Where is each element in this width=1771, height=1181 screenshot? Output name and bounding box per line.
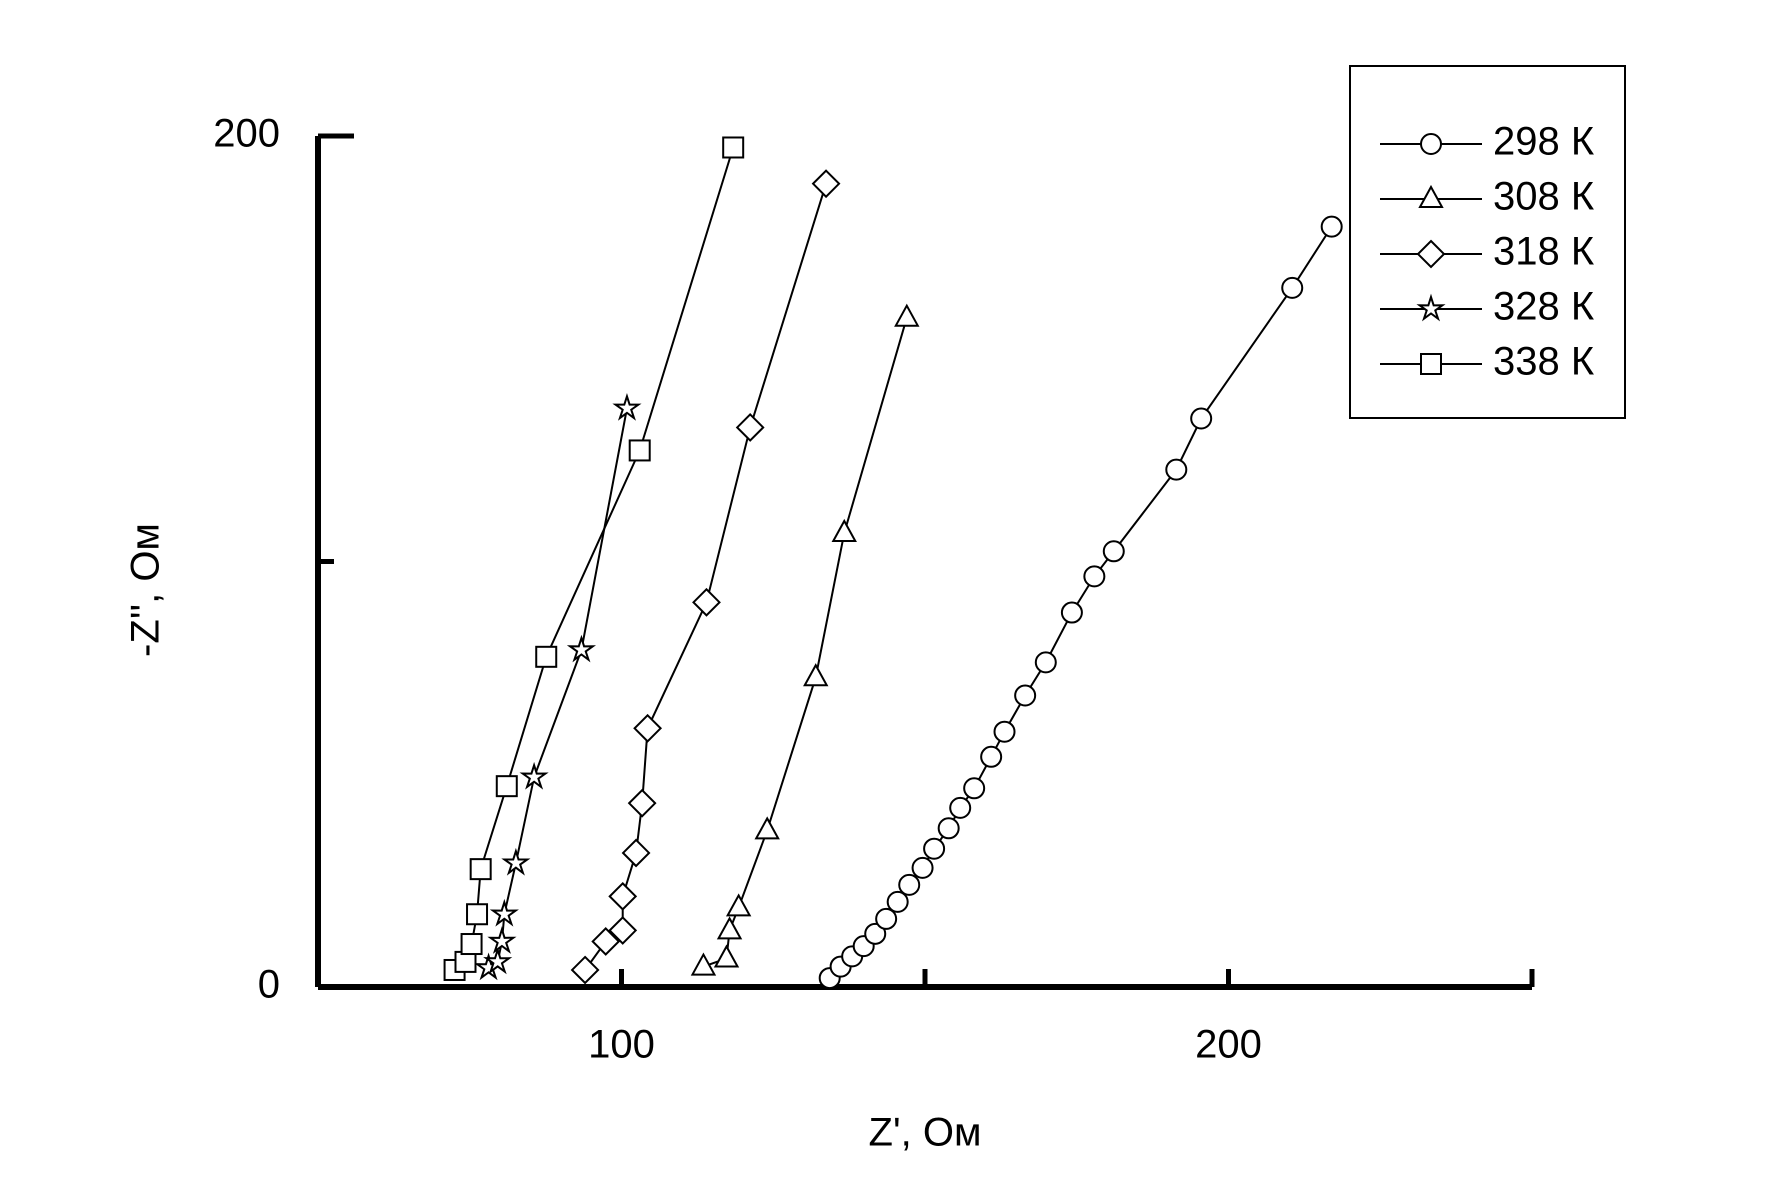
marker xyxy=(1416,293,1446,322)
marker xyxy=(1014,684,1037,707)
marker xyxy=(713,944,740,968)
marker xyxy=(487,926,517,954)
y-axis-label: -Z'', Ом xyxy=(124,523,168,657)
marker xyxy=(1416,239,1446,269)
legend-label: 338 К xyxy=(1493,340,1595,384)
legend-box xyxy=(1349,65,1626,419)
marker xyxy=(716,916,743,940)
marker xyxy=(722,136,745,159)
legend-label: 318 К xyxy=(1493,230,1595,274)
marker xyxy=(566,634,597,663)
marker xyxy=(811,169,841,199)
marker xyxy=(608,915,638,945)
marker xyxy=(489,898,519,927)
marker xyxy=(460,933,483,956)
marker xyxy=(519,761,549,790)
marker xyxy=(692,587,721,617)
marker xyxy=(608,881,638,911)
marker xyxy=(466,903,489,926)
marker xyxy=(535,645,558,668)
marker xyxy=(864,922,887,945)
x-tick-label: 200 xyxy=(1195,1023,1262,1067)
series-line xyxy=(584,183,828,971)
marker xyxy=(754,816,780,840)
marker xyxy=(621,838,651,868)
series-line xyxy=(828,226,1333,979)
marker xyxy=(898,873,921,896)
x-tick-label: 100 xyxy=(588,1023,655,1067)
series-line xyxy=(453,147,735,971)
marker xyxy=(1034,651,1057,674)
marker xyxy=(911,856,934,879)
marker xyxy=(628,439,651,462)
marker xyxy=(963,777,986,800)
marker xyxy=(612,393,642,421)
marker xyxy=(725,893,752,917)
marker xyxy=(1060,601,1083,624)
marker xyxy=(1165,458,1188,481)
marker xyxy=(937,817,960,840)
marker xyxy=(1420,353,1442,375)
marker xyxy=(831,518,857,542)
marker xyxy=(1320,215,1343,238)
marker xyxy=(570,955,600,985)
marker xyxy=(501,847,531,876)
marker xyxy=(980,745,1003,768)
marker xyxy=(993,720,1016,743)
marker xyxy=(1418,184,1444,208)
marker xyxy=(803,663,829,687)
marker xyxy=(875,907,898,930)
y-tick-label: 200 xyxy=(213,112,280,156)
series-line xyxy=(703,317,908,968)
marker xyxy=(1281,276,1304,299)
legend-label: 308 К xyxy=(1493,175,1595,219)
marker xyxy=(1083,565,1106,588)
marker xyxy=(483,946,513,975)
marker xyxy=(949,796,972,819)
legend-label: 298 К xyxy=(1493,120,1595,164)
marker xyxy=(1102,540,1125,563)
legend-label: 328 К xyxy=(1493,285,1595,329)
x-axis-label: Z', Ом xyxy=(869,1111,982,1155)
marker xyxy=(886,890,909,913)
marker xyxy=(1190,407,1213,430)
marker xyxy=(690,952,717,976)
y-tick-label: 0 xyxy=(258,963,280,1007)
marker xyxy=(735,413,765,442)
marker xyxy=(469,858,492,881)
marker xyxy=(627,788,657,818)
marker xyxy=(495,775,518,798)
marker xyxy=(894,303,920,327)
marker xyxy=(591,927,621,956)
series-line xyxy=(488,408,628,969)
marker xyxy=(923,837,946,860)
marker xyxy=(1420,133,1442,155)
marker xyxy=(633,713,663,743)
